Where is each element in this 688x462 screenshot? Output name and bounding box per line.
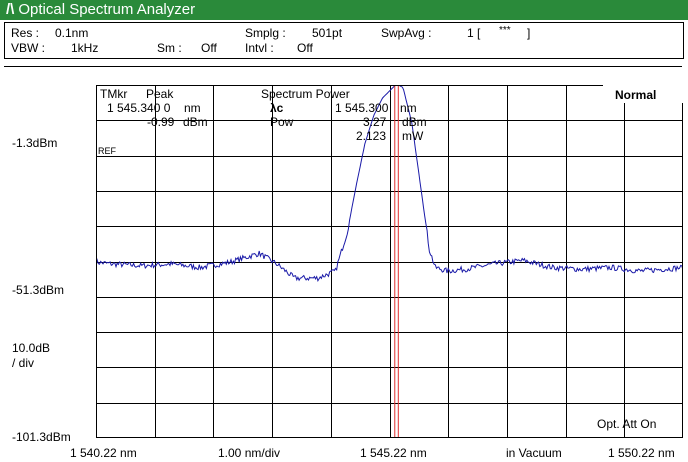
spectrum-trace [96, 85, 683, 283]
vbw-value[interactable]: 1kHz [71, 41, 99, 55]
intvl-value[interactable]: Off [297, 41, 313, 55]
res-label: Res : [11, 26, 40, 40]
pow-dbm-unit: dBm [402, 115, 427, 129]
spectrum-power-title: Spectrum Power [261, 87, 350, 101]
opt-att-label[interactable]: Opt. Att On [597, 417, 657, 431]
marker-wavelength-unit: nm [184, 101, 201, 115]
plot-frame [96, 85, 683, 438]
separator-line [4, 66, 682, 67]
window-title: Optical Spectrum Analyzer [18, 1, 196, 18]
y-mid-label: -51.3dBm [12, 283, 65, 297]
y-bottom-label: -101.3dBm [12, 430, 71, 444]
settings-panel: Res : 0.1nm VBW : 1kHz Smplg : 501pt Sm … [4, 22, 684, 59]
lambda-value: 1 545.300 [335, 101, 389, 115]
x-medium-label: in Vacuum [506, 446, 562, 460]
peak-label: Peak [146, 87, 174, 101]
pow-mw-unit: mW [402, 129, 424, 143]
y-scale-unit: / div [12, 356, 35, 370]
x-stop-label: 1 550.22 nm [608, 446, 675, 460]
smplg-value[interactable]: 501pt [312, 26, 343, 40]
pow-mw: 2.123 [356, 129, 387, 143]
sm-value[interactable]: Off [201, 41, 217, 55]
lambda-label: λc [270, 101, 284, 115]
marker-level: -0.99 [147, 115, 175, 129]
intvl-label: Intvl : [245, 41, 274, 55]
lambda-unit: nm [400, 101, 417, 115]
pow-label: Pow [270, 115, 294, 129]
y-top-label: -1.3dBm [12, 136, 58, 150]
res-value[interactable]: 0.1nm [55, 26, 89, 40]
swpavg-value[interactable]: 1 [ [467, 26, 481, 40]
x-center-label: 1 545.22 nm [360, 446, 427, 460]
title-bar: /\ Optical Spectrum Analyzer [0, 0, 688, 20]
y-scale-label: 10.0dB [12, 341, 51, 355]
swpavg-close: ] [527, 26, 531, 40]
smplg-label: Smplg : [245, 26, 286, 40]
anritsu-logo-icon: /\ [6, 1, 15, 18]
marker-wavelength: 1 545.340 0 [107, 101, 171, 115]
plot-grid [96, 85, 683, 438]
x-span-label: 1.00 nm/div [218, 446, 281, 460]
pow-dbm: 3.27 [363, 115, 387, 129]
mode-box [603, 85, 683, 103]
ref-label: REF [98, 146, 116, 156]
tmkr-label: TMkr [100, 87, 128, 101]
marker-lines [394, 85, 399, 438]
marker-level-unit: dBm [183, 115, 208, 129]
spectrum-plot[interactable] [96, 85, 683, 438]
swpavg-stars: *** [499, 25, 511, 36]
x-start-label: 1 540.22 nm [70, 446, 137, 460]
mode-label[interactable]: Normal [615, 88, 657, 102]
sm-label: Sm : [157, 41, 182, 55]
swpavg-label: SwpAvg : [381, 26, 432, 40]
vbw-label: VBW : [11, 41, 46, 55]
